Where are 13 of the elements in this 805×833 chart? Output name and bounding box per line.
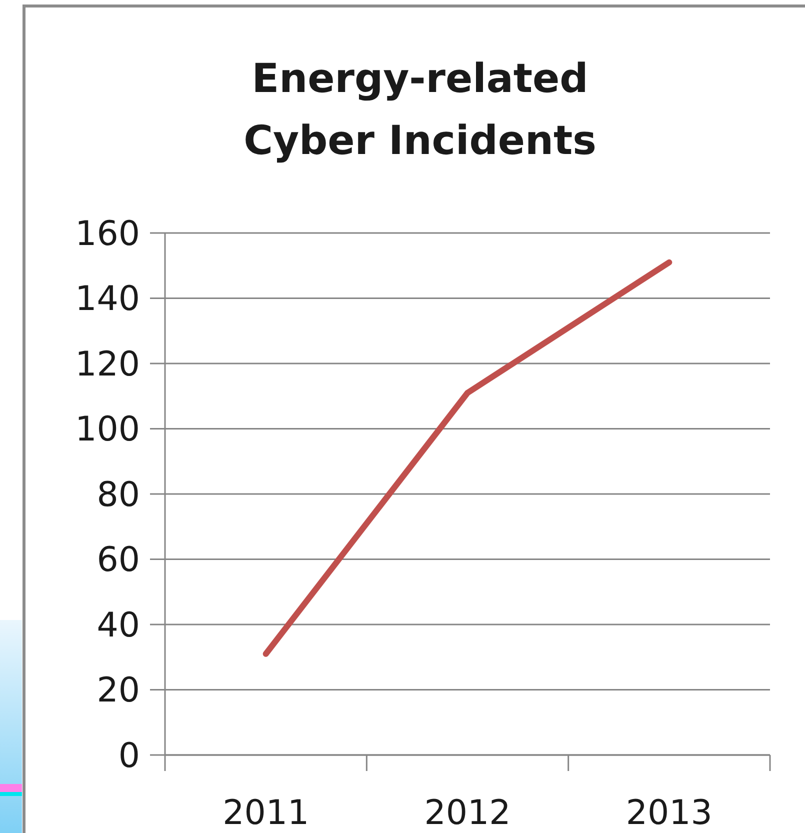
y-tick-label: 160 <box>75 214 140 254</box>
y-tick-label: 120 <box>75 344 140 384</box>
x-tick-label: 2011 <box>222 792 310 833</box>
y-tick-label: 140 <box>75 279 140 320</box>
y-tick-label: 100 <box>75 410 140 450</box>
chart-title: Energy-related Cyber Incidents <box>244 56 596 164</box>
y-tick-label: 40 <box>96 605 140 646</box>
y-tick-label: 20 <box>96 670 140 711</box>
x-tick-label: 2013 <box>626 792 712 833</box>
y-tick-label: 0 <box>118 736 140 776</box>
x-tick-label: 2012 <box>424 792 511 833</box>
y-tick-label: 60 <box>96 540 140 580</box>
y-tick-label: 80 <box>96 474 140 515</box>
